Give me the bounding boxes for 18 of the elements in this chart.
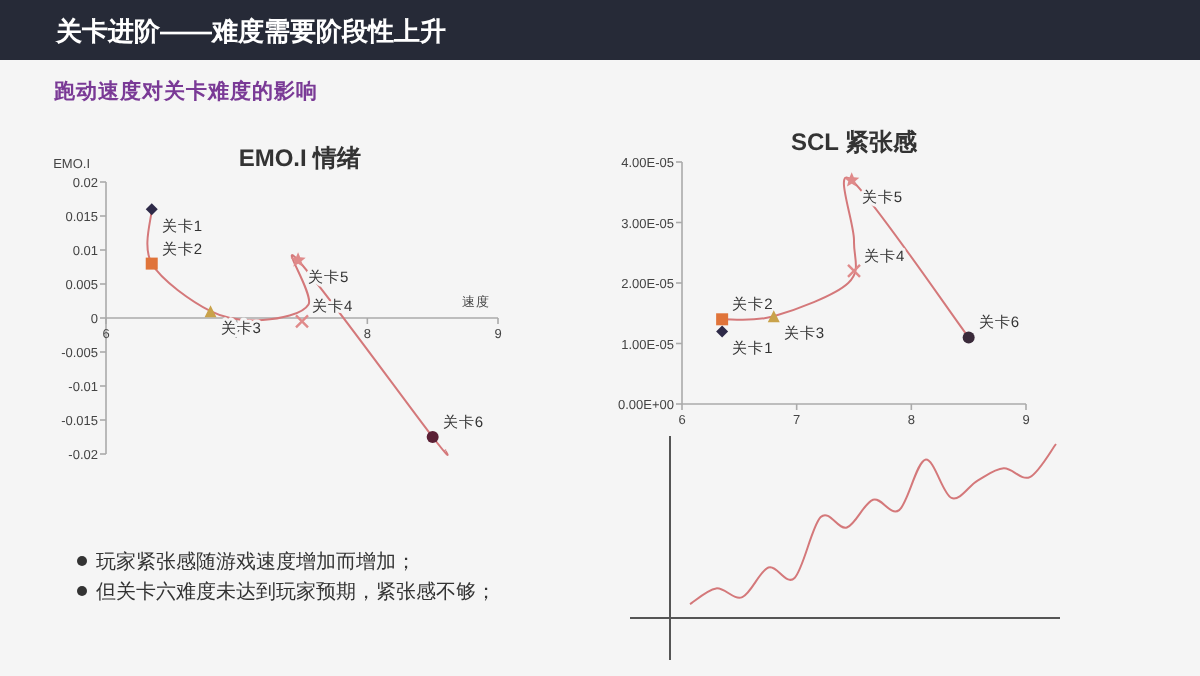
point <box>290 252 306 267</box>
point <box>844 172 860 187</box>
point <box>846 263 862 279</box>
point <box>294 314 310 329</box>
point <box>426 431 439 443</box>
point <box>145 203 158 216</box>
text: 但关卡六难度未达到玩家预期，紧张感不够； <box>96 580 496 604</box>
point <box>204 305 217 318</box>
point <box>145 257 158 270</box>
text: 跑动速度对关卡难度的影响 <box>52 78 318 104</box>
chart-title: SCL 紧张感 <box>790 128 920 156</box>
text: 关卡进阶——难度需要阶段性上升 <box>54 16 446 46</box>
text: 玩家紧张感随游戏速度增加而增加； <box>96 550 416 574</box>
point <box>716 325 729 338</box>
chart-title: EMO.I 情绪 <box>238 144 362 172</box>
point <box>716 313 729 326</box>
point <box>962 331 975 344</box>
point <box>767 310 780 323</box>
